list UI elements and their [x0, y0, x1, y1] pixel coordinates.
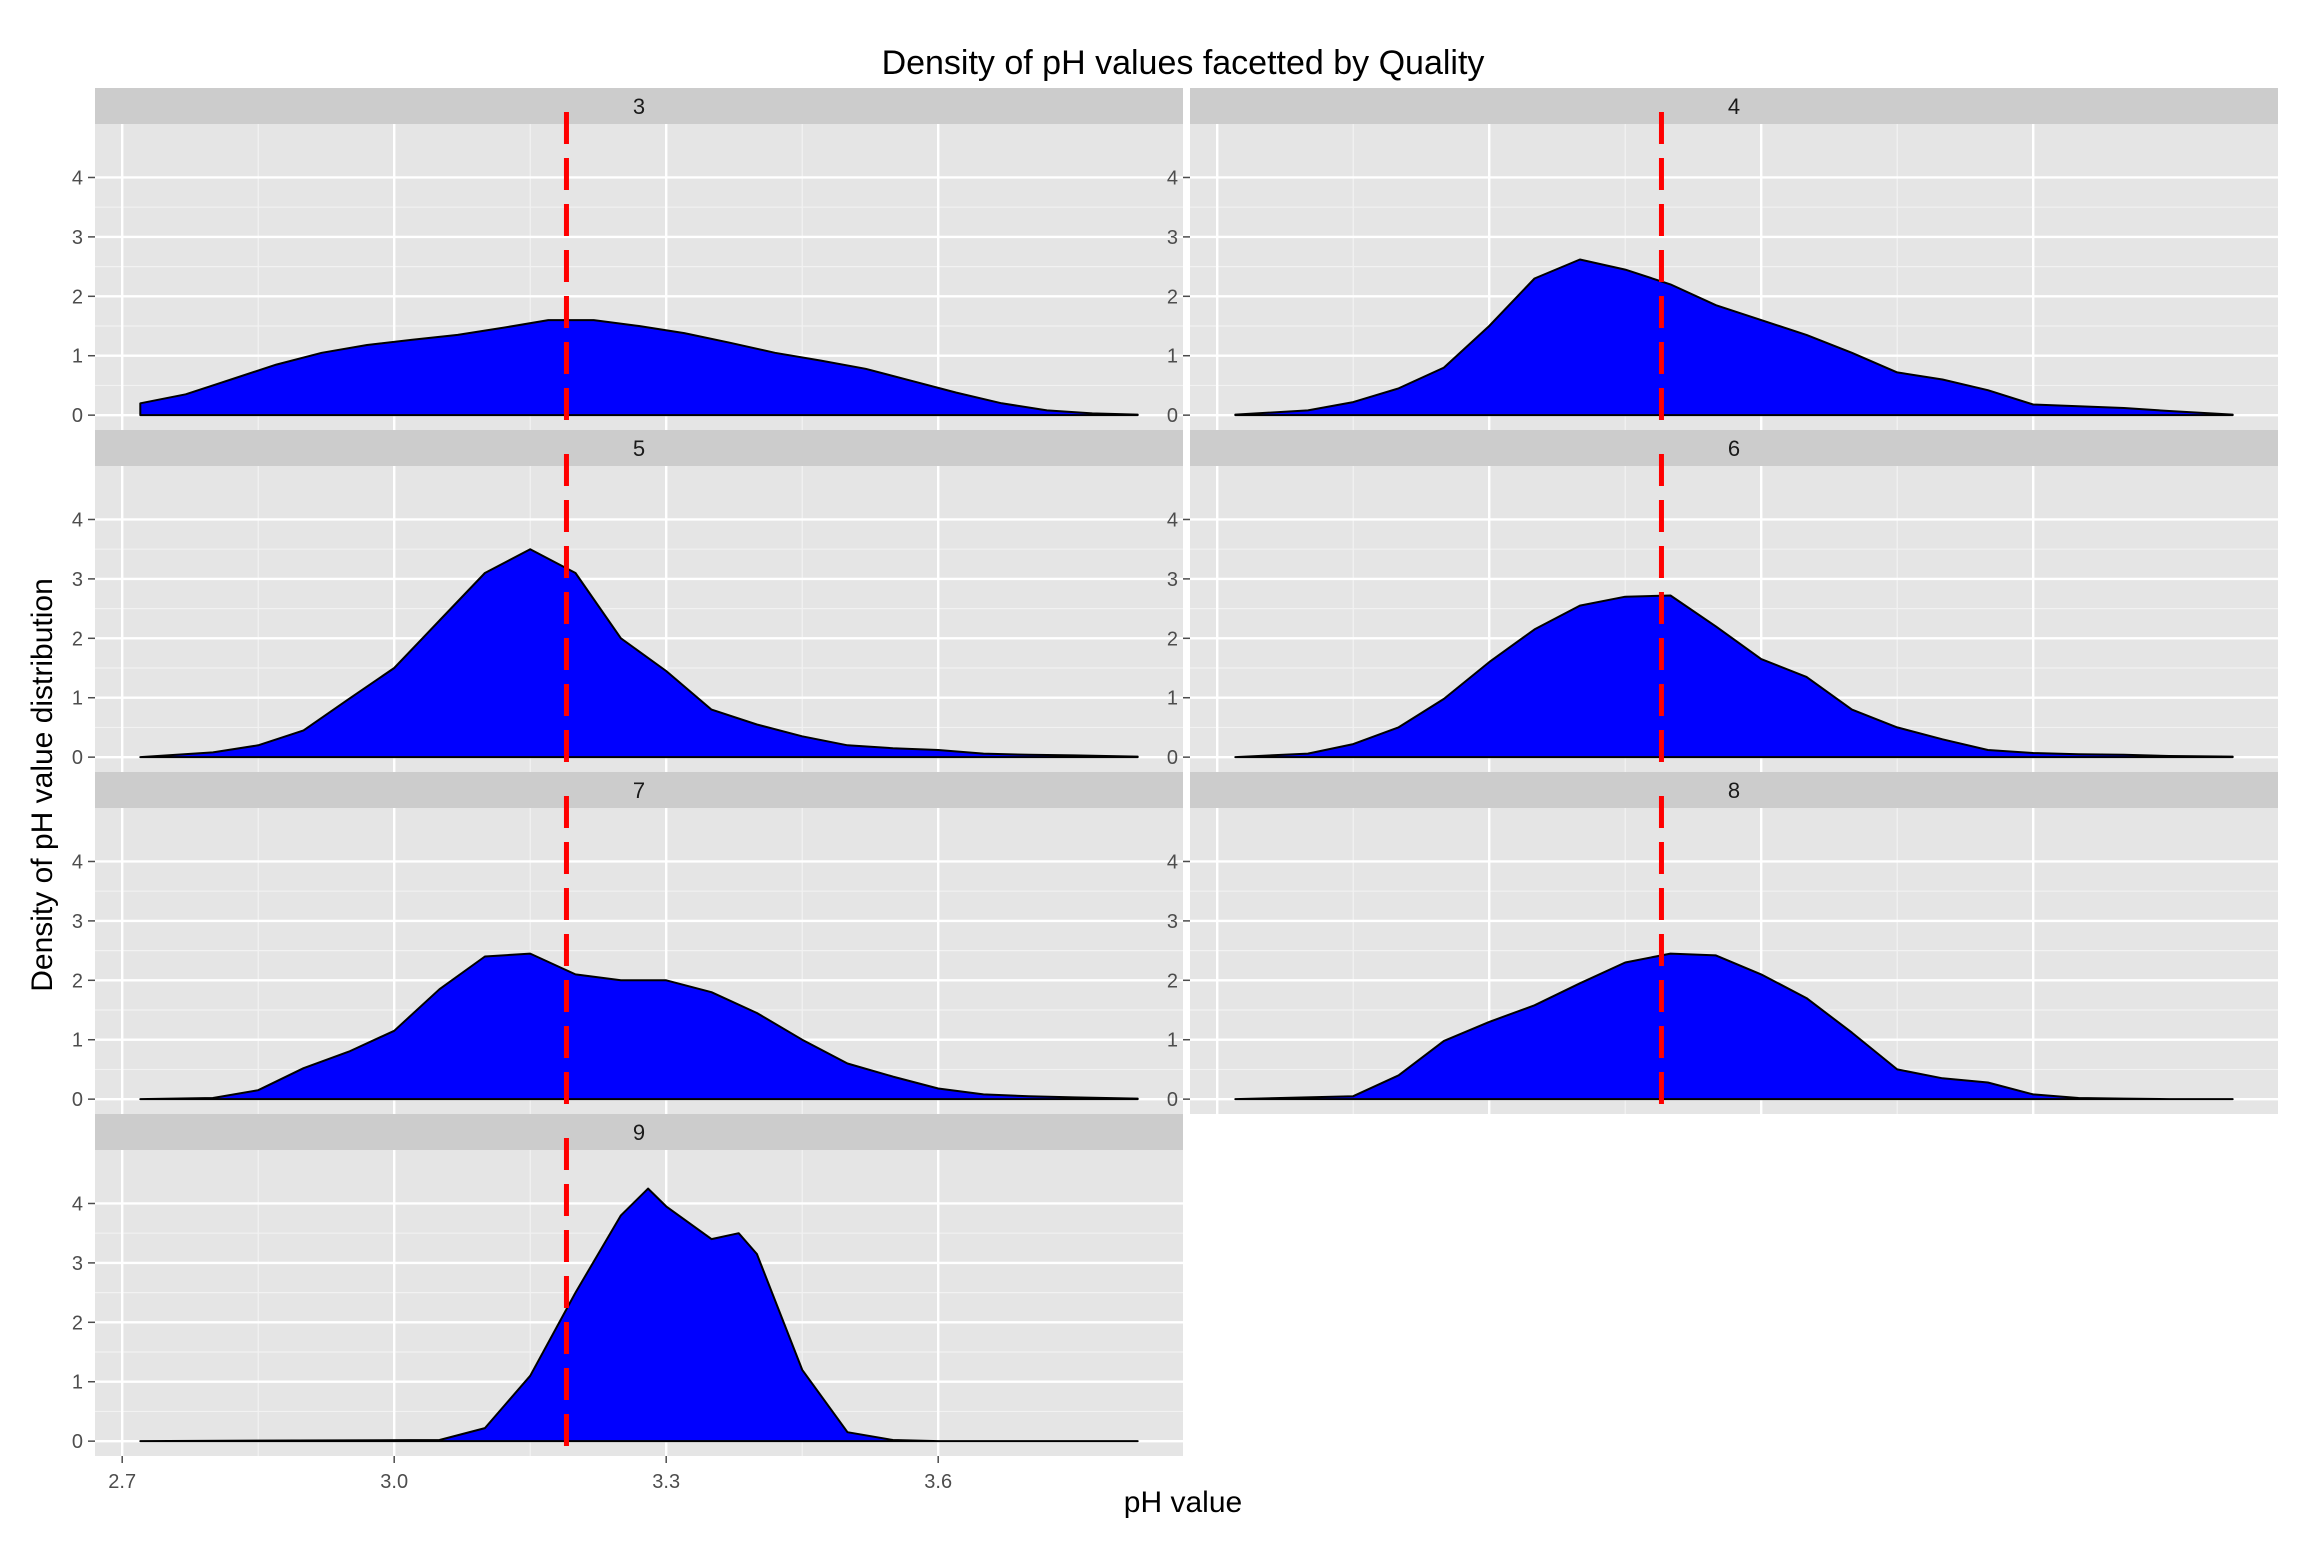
y-tick-label: 3 — [72, 1253, 83, 1275]
y-axis-title: Density of pH value distribution — [26, 578, 59, 992]
x-tick-label: 2.7 — [108, 1471, 136, 1493]
y-tick-label: 0 — [1167, 1089, 1178, 1111]
density-area-6 — [1234, 594, 2234, 759]
y-tick-label: 4 — [1167, 167, 1178, 189]
density-area-5 — [139, 548, 1139, 759]
y-tick-label: 4 — [72, 851, 83, 873]
density-area-7 — [139, 952, 1139, 1101]
y-tick-label: 1 — [1167, 688, 1178, 710]
y-tick-label: 4 — [72, 1193, 83, 1215]
y-tick-label: 3 — [1167, 911, 1178, 933]
facet-strip — [95, 88, 1183, 124]
y-tick-label: 1 — [72, 688, 83, 710]
facet-strip — [95, 1114, 1183, 1150]
y-tick-label: 0 — [72, 1431, 83, 1453]
y-tick-label: 1 — [72, 1030, 83, 1052]
facet-strip — [95, 772, 1183, 808]
y-tick-label: 0 — [1167, 747, 1178, 769]
y-tick-label: 3 — [72, 569, 83, 591]
y-tick-label: 2 — [72, 1312, 83, 1334]
facet-strip-label: 5 — [633, 436, 645, 461]
density-area-4 — [1234, 258, 2234, 417]
density-area-3 — [139, 319, 1139, 417]
y-tick-label: 2 — [1167, 286, 1178, 308]
facet-strip-label: 7 — [633, 778, 645, 803]
y-tick-label: 2 — [72, 970, 83, 992]
facet-panel-3: 3 0 1 2 3 4 — [72, 88, 1183, 430]
y-tick-label: 0 — [72, 1089, 83, 1111]
y-tick-label: 4 — [1167, 851, 1178, 873]
density-area-8 — [1234, 952, 2234, 1101]
facet-strip — [1190, 772, 2278, 808]
y-tick-label: 4 — [72, 509, 83, 531]
y-tick-label: 4 — [1167, 509, 1178, 531]
y-tick-label: 0 — [72, 747, 83, 769]
facet-panel-4: 4 0 1 2 3 4 — [1167, 88, 2278, 430]
y-tick-label: 0 — [1167, 405, 1178, 427]
y-tick-label: 2 — [1167, 628, 1178, 650]
y-tick-label: 1 — [1167, 1030, 1178, 1052]
y-tick-label: 2 — [72, 628, 83, 650]
facets-layer: 3 0 1 2 3 4 4 0 1 2 3 4 5 0 1 2 3 4 6 0 1 2 3 4 7 0 1 2 3 4 8 0 1 2 3 4 9 0 1 2… — [72, 88, 2278, 1493]
facet-strip-label: 6 — [1728, 436, 1740, 461]
x-tick-label: 3.6 — [924, 1471, 952, 1493]
facet-strip — [1190, 88, 2278, 124]
y-tick-label: 1 — [72, 346, 83, 368]
y-tick-label: 3 — [72, 227, 83, 249]
y-tick-label: 1 — [72, 1372, 83, 1394]
chart-title: Density of pH values facetted by Quality — [882, 44, 1485, 82]
x-tick-label: 3.0 — [380, 1471, 408, 1493]
density-area-9 — [139, 1187, 1139, 1443]
y-tick-label: 4 — [72, 167, 83, 189]
x-axis-title: pH value — [1124, 1486, 1242, 1519]
facet-panel-7: 7 0 1 2 3 4 — [72, 772, 1183, 1114]
facet-panel-9: 9 0 1 2 3 4 2.7 3.0 3.3 3.6 — [72, 1114, 1183, 1493]
facet-panel-8: 8 0 1 2 3 4 — [1167, 772, 2278, 1114]
x-tick-label: 3.3 — [652, 1471, 680, 1493]
y-tick-label: 2 — [72, 286, 83, 308]
y-tick-label: 3 — [1167, 227, 1178, 249]
y-tick-label: 1 — [1167, 346, 1178, 368]
y-tick-label: 3 — [72, 911, 83, 933]
facet-panel-6: 6 0 1 2 3 4 — [1167, 430, 2278, 772]
facet-strip-label: 3 — [633, 94, 645, 119]
y-tick-label: 3 — [1167, 569, 1178, 591]
y-tick-label: 2 — [1167, 970, 1178, 992]
facet-strip-label: 4 — [1728, 94, 1740, 119]
y-tick-label: 0 — [72, 405, 83, 427]
facet-strip — [1190, 430, 2278, 466]
facet-strip — [95, 430, 1183, 466]
facet-strip-label: 8 — [1728, 778, 1740, 803]
facet-strip-label: 9 — [633, 1120, 645, 1145]
facet-panel-5: 5 0 1 2 3 4 — [72, 430, 1183, 772]
